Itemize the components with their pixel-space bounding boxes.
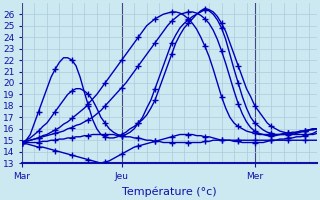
X-axis label: Température (°c): Température (°c) — [122, 187, 217, 197]
